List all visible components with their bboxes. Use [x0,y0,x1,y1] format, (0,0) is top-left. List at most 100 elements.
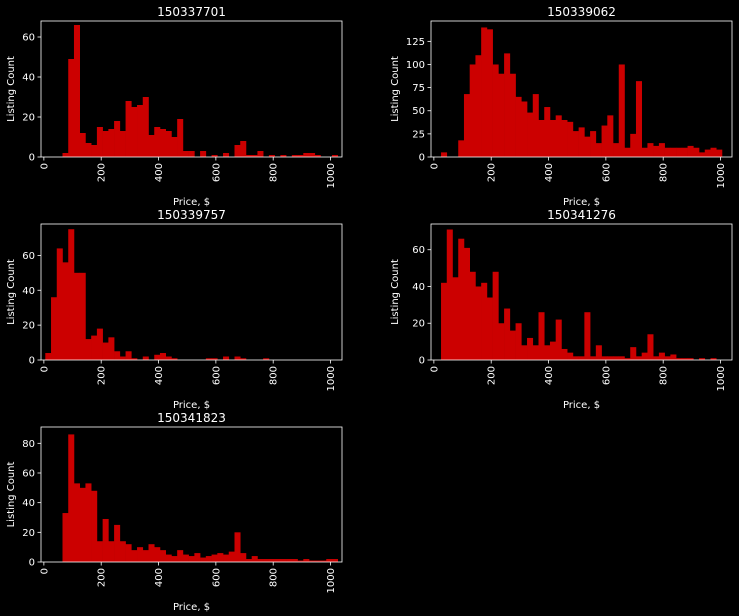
bar [630,347,637,360]
bar [509,73,516,157]
bar [102,342,109,360]
bar [205,556,212,562]
chart-title: 150339757 [157,208,226,222]
bar [504,308,511,360]
x-axis-label: Price, $ [563,197,600,208]
y-tick-label: 20 [22,113,35,124]
bar [555,319,562,360]
x-tick-label: 1000 [716,163,727,188]
bar [102,518,109,562]
y-tick-label: 0 [29,153,35,164]
bar [165,131,172,157]
bar [452,277,459,360]
bar [182,151,189,157]
x-axis-label: Price, $ [563,400,600,411]
bar [699,358,706,360]
y-tick-label: 80 [22,439,35,450]
bar [630,133,637,157]
axes-frame [430,20,733,158]
bar [142,356,149,360]
axes-frame [40,20,343,158]
bar [584,136,591,157]
bar [331,559,338,562]
bar [96,328,103,360]
bar [240,358,247,360]
bar [624,147,631,157]
y-tick-label: 50 [412,106,425,117]
bar [578,356,585,360]
bar [148,135,155,157]
bar [125,101,132,157]
bar [62,262,69,360]
y-tick-label: 125 [406,37,425,48]
bar [211,554,218,562]
bar [263,358,270,360]
bar [125,351,132,360]
bar [670,147,677,157]
x-tick-label: 200 [97,366,108,385]
bar [148,544,155,562]
x-tick-label: 200 [97,163,108,182]
bar [653,356,660,360]
x-tick-label: 400 [154,568,165,587]
bar [114,121,121,157]
x-tick-label: 600 [601,163,612,182]
bar [62,513,69,562]
bar [527,337,534,360]
bar [217,553,224,562]
bar [607,115,614,157]
bar [641,352,648,360]
bar [234,145,241,157]
bar [498,323,505,360]
x-axis-label: Price, $ [173,602,210,613]
bar [595,345,602,360]
bar [515,323,522,360]
y-tick-label: 0 [29,356,35,367]
bar [154,547,161,562]
bar [177,550,184,562]
bar [446,229,453,360]
bar [245,155,252,157]
bar [125,544,132,562]
bar [653,145,660,157]
bar [635,81,642,157]
bar [544,107,551,157]
x-axis-label: Price, $ [173,400,210,411]
bar [515,96,522,157]
bar [567,352,574,360]
x-tick-label: 800 [269,163,280,182]
bar [303,153,310,157]
bar [584,312,591,360]
x-axis-label: Price, $ [173,197,210,208]
bar [716,149,723,157]
bar [280,155,287,157]
bar [96,127,103,157]
bar [314,155,321,157]
y-tick-label: 20 [22,528,35,539]
bar [647,143,654,157]
x-tick-label: 600 [211,568,222,587]
bar [114,351,121,360]
bar [441,152,448,157]
x-tick-label: 200 [487,163,498,182]
x-tick-label: 800 [659,163,670,182]
bar [481,282,488,360]
bar [704,149,711,157]
bar [171,358,178,360]
y-tick-label: 25 [412,129,425,140]
bar [268,559,275,562]
y-axis-label: Listing Count [6,462,17,528]
bar [159,550,166,562]
bar [676,147,683,157]
bar [291,155,298,157]
bar [171,137,178,157]
bar [641,147,648,157]
bar [607,356,614,360]
bar [211,358,218,360]
x-tick-label: 1000 [326,366,337,391]
bar [79,133,86,157]
bar [521,345,528,360]
